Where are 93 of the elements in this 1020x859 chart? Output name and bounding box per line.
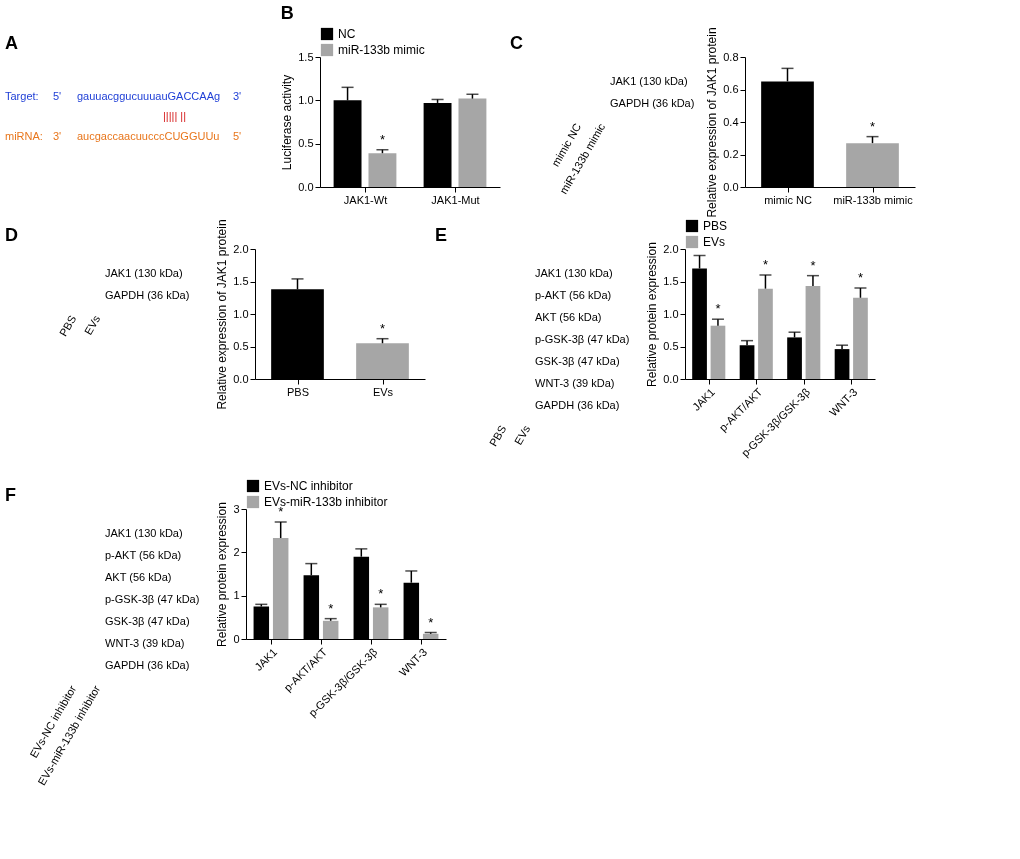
y-tick-label: 0.4 <box>723 115 739 128</box>
y-tick-label: 2.0 <box>233 242 249 255</box>
text: p-AKT (56 kDa) <box>105 549 182 561</box>
y-tick-label: 0.5 <box>663 340 679 352</box>
text: A <box>5 33 18 53</box>
text: GSK-3β (47 kDa) <box>105 615 190 627</box>
text: F <box>5 485 16 505</box>
text: AKT (56 kDa) <box>535 311 602 323</box>
y-tick-label: 1.0 <box>233 307 249 320</box>
bar <box>372 607 389 639</box>
text: p-GSK-3β (47 kDa) <box>535 333 630 345</box>
text: AKT (56 kDa) <box>105 571 172 583</box>
chart-title: B <box>280 3 294 23</box>
y-axis-title: Relative expression of JAK1 protein <box>705 27 720 218</box>
data-label: * <box>869 118 876 134</box>
y-tick-label: 0.5 <box>298 137 314 150</box>
x-tick-label: JAK1-Mut <box>431 193 480 206</box>
bar <box>853 297 868 379</box>
y-tick-label: 3 <box>233 502 240 515</box>
text: p-GSK-3β (47 kDa) <box>105 593 200 605</box>
legend-label: NC <box>338 27 356 41</box>
text: 5' <box>53 90 62 102</box>
text: E <box>435 225 448 245</box>
legend-label: EVs-NC inhibitor <box>264 479 353 493</box>
bar <box>422 633 439 639</box>
text: 5' <box>233 130 242 142</box>
y-tick-label: 0.2 <box>723 148 739 160</box>
y-tick-label: 0.0 <box>723 180 739 193</box>
data-label: * <box>428 614 434 630</box>
data-label: * <box>328 600 334 616</box>
text: D <box>5 225 18 245</box>
y-tick-label: 2 <box>233 545 240 558</box>
bar <box>368 153 397 187</box>
data-label: * <box>378 586 384 602</box>
text: miRNA: <box>5 130 43 142</box>
text: JAK1 (130 kDa) <box>535 267 613 279</box>
legend-label: EVs-miR-133b inhibitor <box>264 495 388 509</box>
text: JAK1 (130 kDa) <box>105 527 183 539</box>
text: Target: <box>5 90 39 102</box>
text: 3' <box>233 90 242 102</box>
data-label: * <box>857 270 863 285</box>
y-tick-label: 1.0 <box>663 307 679 320</box>
y-tick-label: 1.0 <box>298 93 314 106</box>
legend-label: miR-133b mimic <box>338 43 425 57</box>
text: GSK-3β (47 kDa) <box>535 355 620 367</box>
data-label: * <box>379 320 386 336</box>
x-tick-label: EVs <box>372 385 394 398</box>
text: WNT-3 (39 kDa) <box>105 637 185 649</box>
x-tick-label: mimic NC <box>764 193 812 206</box>
y-tick-label: 1.5 <box>298 50 314 63</box>
legend-label: PBS <box>703 219 728 233</box>
data-label: * <box>379 131 385 147</box>
y-axis-title: Luciferase activity <box>280 74 295 171</box>
data-label: * <box>762 257 768 272</box>
x-tick-label: PBS <box>286 385 310 398</box>
text: GAPDH (36 kDa) <box>105 659 190 671</box>
data-label: * <box>810 257 816 273</box>
x-tick-label: JAK1-Wt <box>343 193 388 206</box>
y-tick-label: 0.0 <box>663 372 679 385</box>
text: GAPDH (36 kDa) <box>610 97 695 109</box>
y-axis-title: Relative protein expression <box>215 502 230 647</box>
bar <box>458 98 487 187</box>
legend-label: EVs <box>703 235 726 249</box>
bar <box>272 538 289 639</box>
text: WNT-3 (39 kDa) <box>535 377 615 389</box>
bar <box>758 288 773 379</box>
text: ||||| || <box>163 110 187 122</box>
y-tick-label: 0.8 <box>723 50 739 63</box>
text: C <box>510 33 523 53</box>
y-tick-label: 0.6 <box>723 83 739 95</box>
y-tick-label: 0.0 <box>233 372 249 385</box>
text: GAPDH (36 kDa) <box>105 289 190 301</box>
text: aucgaccaacuucccCUGGUUu <box>77 130 220 142</box>
y-tick-label: 0 <box>233 632 240 645</box>
y-tick-label: 0.0 <box>298 180 314 193</box>
text: p-AKT (56 kDa) <box>535 289 612 301</box>
y-axis-title: Relative expression of JAK1 protein <box>215 219 230 410</box>
y-tick-label: 2.0 <box>663 242 679 255</box>
y-axis-title: Relative protein expression <box>645 242 660 387</box>
text: gauuacggucuuuauGACCAAg <box>77 90 221 102</box>
data-label: * <box>715 301 721 317</box>
text: JAK1 (130 kDa) <box>105 267 183 279</box>
y-tick-label: 1 <box>233 589 240 602</box>
y-tick-label: 0.5 <box>233 340 249 352</box>
x-tick-label: miR-133b mimic <box>833 193 914 206</box>
bar <box>710 325 726 379</box>
bar <box>322 620 339 639</box>
text: 3' <box>53 130 62 142</box>
text: JAK1 (130 kDa) <box>610 75 688 87</box>
y-tick-label: 1.5 <box>663 275 679 287</box>
bar <box>805 286 821 379</box>
y-tick-label: 1.5 <box>233 275 249 287</box>
text: GAPDH (36 kDa) <box>535 399 620 411</box>
